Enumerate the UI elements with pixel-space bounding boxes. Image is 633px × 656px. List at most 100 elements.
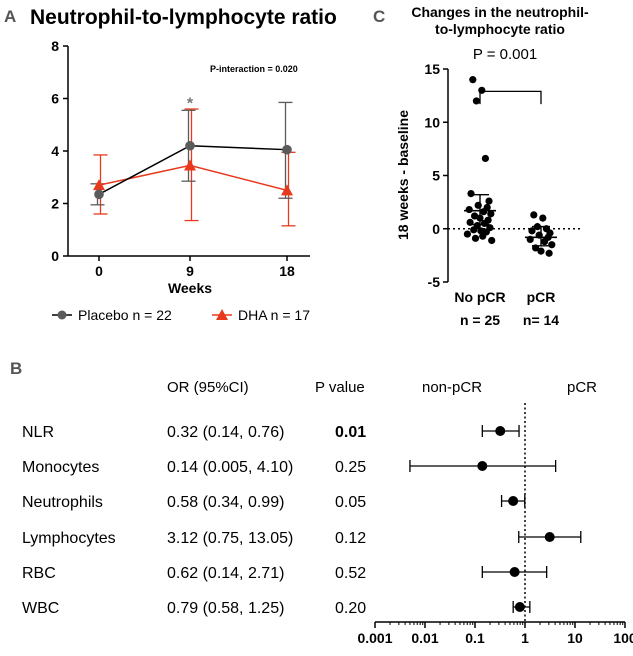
panel-b-x-tick-label: 10 <box>567 630 583 646</box>
panel-a-y-tick-label: 8 <box>51 38 59 54</box>
panel-c-group1-label: No pCR <box>454 289 505 305</box>
panel-a-significance-star: * <box>187 95 194 112</box>
panel-c-group1-n: n = 25 <box>460 312 500 328</box>
panel-c-data-point <box>481 154 489 163</box>
panel-b-row-p: 0.52 <box>335 565 366 582</box>
panel-a-y-tick-label: 0 <box>51 248 59 264</box>
panel-b-row-p: 0.12 <box>335 530 366 547</box>
panel-a-legend: Placebo n = 22 DHA n = 17 <box>52 307 310 323</box>
panel-b-row-label: Neutrophils <box>22 494 103 511</box>
panel-b-row-or: 0.14 (0.005, 4.10) <box>167 459 293 476</box>
panel-b-row-or: 0.62 (0.14, 2.71) <box>167 565 284 582</box>
panel-b-x-tick-label: 0.001 <box>357 630 392 646</box>
panel-c-data-point <box>469 76 477 84</box>
panel-b-header-or: OR (95%CI) <box>167 379 249 396</box>
panel-b-row-label: Monocytes <box>22 459 99 476</box>
panel-c-data-point <box>485 197 493 205</box>
panel-b-header-p: P value <box>315 379 365 396</box>
panel-c-data-point <box>537 247 545 255</box>
panel-label-a: A <box>4 7 16 26</box>
panel-c-data-point <box>541 237 549 246</box>
panel-label-b: B <box>10 359 22 378</box>
panel-b-row-label: Lymphocytes <box>22 530 116 547</box>
panel-a-point-dha <box>184 159 196 171</box>
panel-b-row-label: NLR <box>22 424 54 441</box>
legend-placebo-marker <box>57 310 67 320</box>
panel-a-point-dha <box>93 179 105 191</box>
panel-a-y-tick-label: 6 <box>51 91 59 107</box>
panel-b-header-non-pcr: non-pCR <box>422 379 482 396</box>
panel-b-or-point <box>508 496 519 506</box>
panel-c-data-point <box>467 190 475 198</box>
panel-c-y-tick-label: 10 <box>424 114 440 130</box>
panel-b-row-label: RBC <box>22 565 56 582</box>
panel-a-title: Neutrophil-to-lymphocyte ratio <box>30 6 337 29</box>
panel-b-or-point <box>509 567 520 577</box>
panel-c-data-point <box>545 249 553 257</box>
panel-c-plot: -5 0 5 10 15 <box>424 61 582 290</box>
panel-a-x-tick-label: 9 <box>186 263 194 279</box>
panel-c-title-line1: Changes in the neutrophil- <box>411 4 589 20</box>
panel-a-point-placebo <box>282 144 292 155</box>
panel-c-y-tick-label: 15 <box>424 61 440 77</box>
panel-a-point-placebo <box>185 140 195 151</box>
legend-dha-label: DHA n = 17 <box>238 307 310 323</box>
panel-c-significance-bracket <box>479 90 542 105</box>
panel-b-header-pcr: pCR <box>567 379 597 396</box>
panel-c-data-point <box>474 201 482 209</box>
panel-b-row-or: 0.58 (0.34, 0.99) <box>167 494 284 511</box>
panel-c-data-point <box>548 241 556 249</box>
panel-a-point-dha <box>281 184 293 196</box>
panel-b-row-p: 0.05 <box>335 494 366 511</box>
panel-c-data-point <box>487 210 495 218</box>
panel-c-data-point <box>480 219 489 228</box>
panel-c-data-point <box>477 227 485 235</box>
panel-c-y-label: 18 weeks - baseline <box>395 110 411 240</box>
panel-b-or-point <box>514 602 525 612</box>
panel-b-row-or: 3.12 (0.75, 13.05) <box>167 530 293 547</box>
panel-c-y-tick-label: 5 <box>432 168 440 184</box>
panel-a-y-tick-label: 4 <box>51 143 59 159</box>
panel-b-or-point <box>477 461 488 471</box>
panel-c-data-point <box>465 205 473 214</box>
panel-b-row-or: 0.32 (0.14, 0.76) <box>167 424 284 441</box>
panel-c-y-tick-label: 0 <box>432 221 440 237</box>
panel-c-data-point <box>478 86 486 94</box>
panel-c-data-point <box>530 211 538 219</box>
panel-a-x-label: Weeks <box>168 280 212 296</box>
panel-c-data-point <box>528 227 536 235</box>
panel-c-data-point <box>472 97 480 105</box>
panel-a-x-tick-label: 0 <box>95 263 103 279</box>
panel-c-data-point <box>470 226 478 234</box>
panel-a-y-tick-label: 2 <box>51 196 59 212</box>
panel-c-title-line2: to-lymphocyte ratio <box>435 21 565 37</box>
panel-b-row-label: WBC <box>22 600 59 617</box>
panel-c-data-point <box>471 234 480 242</box>
panel-a-x-tick-label: 18 <box>279 263 295 279</box>
panel-b-x-tick-label: 1 <box>521 630 529 646</box>
legend-placebo-label: Placebo n = 22 <box>78 307 172 323</box>
panel-c-data-point <box>463 230 471 238</box>
legend-dha-marker <box>216 309 228 320</box>
panel-c-p-value: P = 0.001 <box>473 46 537 63</box>
panel-b-or-point <box>544 532 555 542</box>
panel-c-group2-label: pCR <box>527 289 556 305</box>
panel-c-data-point <box>539 214 547 222</box>
panel-a-p-interaction: P-interaction = 0.020 <box>210 64 298 74</box>
panel-b-or-point <box>495 426 506 436</box>
panel-c-data-point <box>480 208 488 216</box>
panel-b-x-tick-label: 100 <box>613 630 633 646</box>
panel-a-point-placebo <box>94 189 104 200</box>
panel-b-forest: NLR 0.32 (0.14, 0.76) 0.01 Monocytes 0.14 (0… <box>22 403 633 646</box>
panel-b-row-p: 0.25 <box>335 459 366 476</box>
panel-c-data-point <box>471 212 479 220</box>
panel-b-x-tick-label: 0.01 <box>411 630 438 646</box>
panel-b-row-p: 0.20 <box>335 600 366 617</box>
panel-b-row-p: 0.01 <box>335 424 366 441</box>
panel-c-group2-n: n= 14 <box>523 312 559 328</box>
panel-c-y-tick-label: -5 <box>428 274 441 290</box>
panel-c-data-point <box>488 236 496 245</box>
panel-label-c: C <box>373 7 385 26</box>
panel-a-plot: 0 2 4 6 8 0 9 18 * <box>51 38 310 279</box>
